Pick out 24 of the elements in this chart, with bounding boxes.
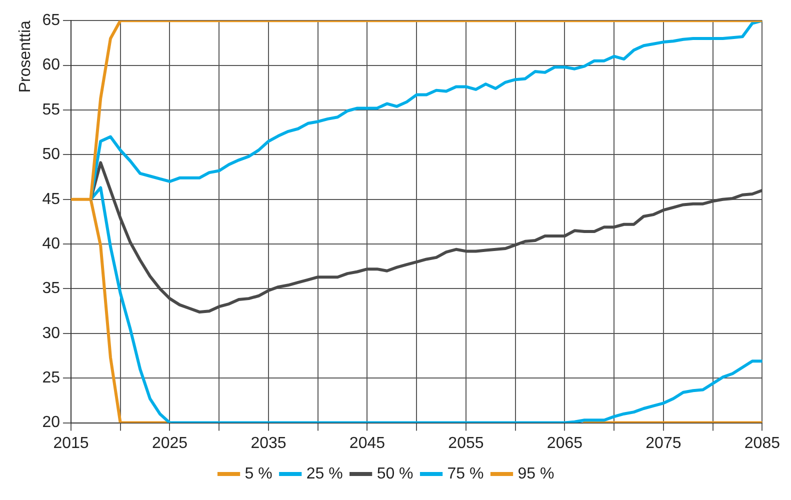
- x-tick-label: 2085: [744, 434, 780, 452]
- y-tick-label: 25: [42, 370, 60, 387]
- y-tick-label: 65: [42, 12, 60, 30]
- y-axis-title: Prosenttia: [17, 20, 34, 93]
- y-tick-label: 40: [42, 235, 60, 252]
- y-tick-label: 20: [42, 414, 60, 432]
- x-tick-label: 2015: [53, 434, 89, 452]
- x-tick-label: 2065: [546, 434, 583, 452]
- x-tick-label: 2045: [349, 434, 386, 452]
- y-tick-label: 30: [42, 324, 60, 342]
- x-tick-label: 2035: [250, 434, 286, 452]
- y-tick-label: 60: [42, 56, 60, 74]
- y-tick-label: 45: [42, 190, 60, 208]
- legend-label: 5 %: [244, 465, 272, 482]
- legend-label: 25 %: [306, 465, 343, 482]
- y-tick-label: 50: [42, 146, 60, 164]
- y-tick-label: 35: [42, 280, 60, 298]
- legend-label: 75 %: [447, 465, 484, 482]
- y-tick-label: 55: [42, 101, 60, 118]
- legend-label: 50 %: [376, 465, 414, 482]
- x-tick-label: 2075: [646, 434, 682, 452]
- x-tick-label: 2025: [152, 434, 188, 452]
- legend-label: 95 %: [518, 465, 554, 482]
- x-tick-label: 2055: [448, 434, 484, 452]
